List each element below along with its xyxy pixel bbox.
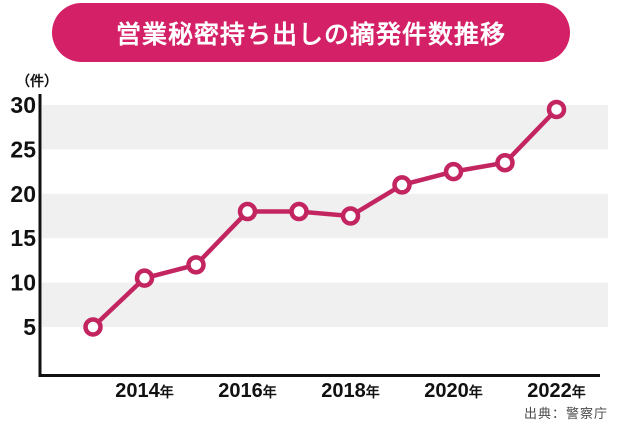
x-tick-label: 2016年 xyxy=(218,380,277,402)
y-tick-label: 30 xyxy=(10,92,36,118)
trend-line xyxy=(90,107,559,330)
x-tick-label: 2022年 xyxy=(527,380,586,402)
y-tick-label: 15 xyxy=(10,225,36,251)
grid-band xyxy=(42,282,608,327)
source-note: 出典：警察庁 xyxy=(523,406,608,421)
data-point-2018 xyxy=(340,206,361,226)
y-tick-label: 5 xyxy=(23,314,36,340)
data-point-2017 xyxy=(289,201,309,222)
data-point-2022 xyxy=(546,99,567,120)
data-point-2015 xyxy=(186,255,206,275)
x-tick-label: 2020年 xyxy=(424,380,483,402)
x-tick-label: 2014年 xyxy=(115,380,174,402)
data-point-2016 xyxy=(237,201,258,222)
trend-line-chart: 5 10 15 20 25 30 2014年 2016年 2018年 2020年 2022年 xyxy=(10,92,608,402)
y-axis-unit-label: （件） xyxy=(16,73,58,89)
y-tick-label: 25 xyxy=(10,136,36,162)
x-axis-line xyxy=(38,374,600,377)
title-banner: 営業秘密持ち出しの摘発件数推移 xyxy=(52,3,570,62)
y-axis-line xyxy=(38,94,42,377)
grid-band xyxy=(42,105,608,150)
data-point-2014 xyxy=(134,268,155,288)
data-point-2013 xyxy=(83,317,103,337)
x-tick-label: 2018年 xyxy=(321,380,380,402)
y-tick-label: 20 xyxy=(10,181,36,207)
chart-title: 営業秘密持ち出しの摘発件数推移 xyxy=(115,20,506,49)
data-point-2021 xyxy=(495,152,515,173)
y-tick-label: 10 xyxy=(10,270,36,296)
data-point-2019 xyxy=(392,175,412,195)
data-point-2020 xyxy=(443,161,464,182)
